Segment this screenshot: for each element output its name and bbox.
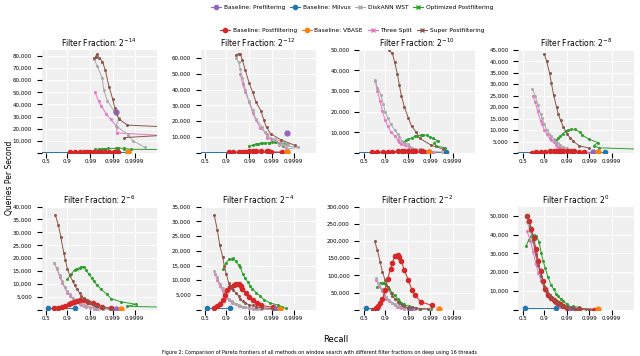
Title: Filter Fraction: $2^{-2}$: Filter Fraction: $2^{-2}$	[381, 193, 453, 206]
Title: Filter Fraction: $2^{-4}$: Filter Fraction: $2^{-4}$	[222, 193, 294, 206]
Text: Figure 2: Comparison of Pareto frontiers of all methods on window search with di: Figure 2: Comparison of Pareto frontiers…	[163, 350, 477, 355]
Legend: Baseline: Postfiltering, Baseline: VBASE, Three Split, Super Postfiltering: Baseline: Postfiltering, Baseline: VBASE…	[218, 26, 486, 36]
Title: Filter Fraction: $2^{-6}$: Filter Fraction: $2^{-6}$	[63, 193, 136, 206]
Text: Recall: Recall	[323, 335, 349, 344]
Title: Filter Fraction: $2^{-12}$: Filter Fraction: $2^{-12}$	[220, 37, 296, 49]
Title: Filter Fraction: $2^{-14}$: Filter Fraction: $2^{-14}$	[61, 37, 137, 49]
Text: Queries Per Second: Queries Per Second	[5, 141, 14, 215]
Title: Filter Fraction: $2^{-10}$: Filter Fraction: $2^{-10}$	[379, 37, 455, 49]
Title: Filter Fraction: $2^{-8}$: Filter Fraction: $2^{-8}$	[540, 37, 612, 49]
Title: Filter Fraction: $2^{0}$: Filter Fraction: $2^{0}$	[542, 193, 610, 206]
Legend: Baseline: Prefiltering, Baseline: Milvus, DiskANN WST, Optimized Postfiltering: Baseline: Prefiltering, Baseline: Milvus…	[209, 3, 495, 13]
